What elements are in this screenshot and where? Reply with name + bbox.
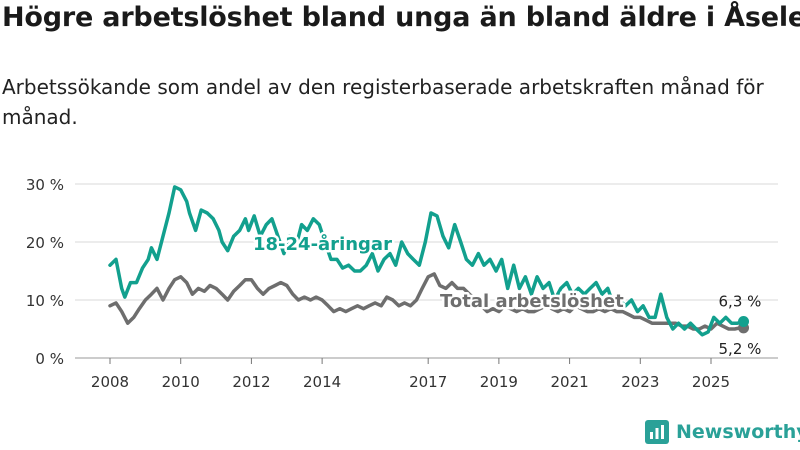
series-label-youth: 18-24-åringar [253,233,392,255]
series-line-youth [108,185,746,337]
x-tick-label: 2008 [91,373,129,391]
x-tick-label: 2014 [303,373,341,391]
brand-name: Newsworthy [676,421,800,443]
x-tick-label: 2021 [550,373,588,391]
newsworthy-logo-icon [645,420,669,444]
end-point-youth [738,315,750,327]
series-label-total: Total arbetslöshet [440,291,624,312]
x-tick-label: 2025 [692,373,730,391]
y-tick-label: 0 % [35,350,64,368]
x-tick-label: 2017 [409,373,447,391]
y-tick-label: 20 % [26,234,64,252]
chart-title: Högre arbetslöshet bland unga än bland ä… [2,2,800,33]
y-tick-label: 10 % [26,292,64,310]
newsworthy-logo: Newsworthy [645,420,800,444]
x-tick-label: 2019 [480,373,518,391]
x-tick-label: 2012 [232,373,270,391]
x-tick-label: 2023 [621,373,659,391]
end-label-youth: 6,3 % [719,292,762,310]
x-tick-label: 2010 [162,373,200,391]
y-tick-label: 30 % [26,176,64,194]
series-line-total [108,272,746,331]
end-label-total: 5,2 % [719,340,762,358]
chart-subtitle: Arbetssökande som andel av den registerb… [2,75,764,129]
